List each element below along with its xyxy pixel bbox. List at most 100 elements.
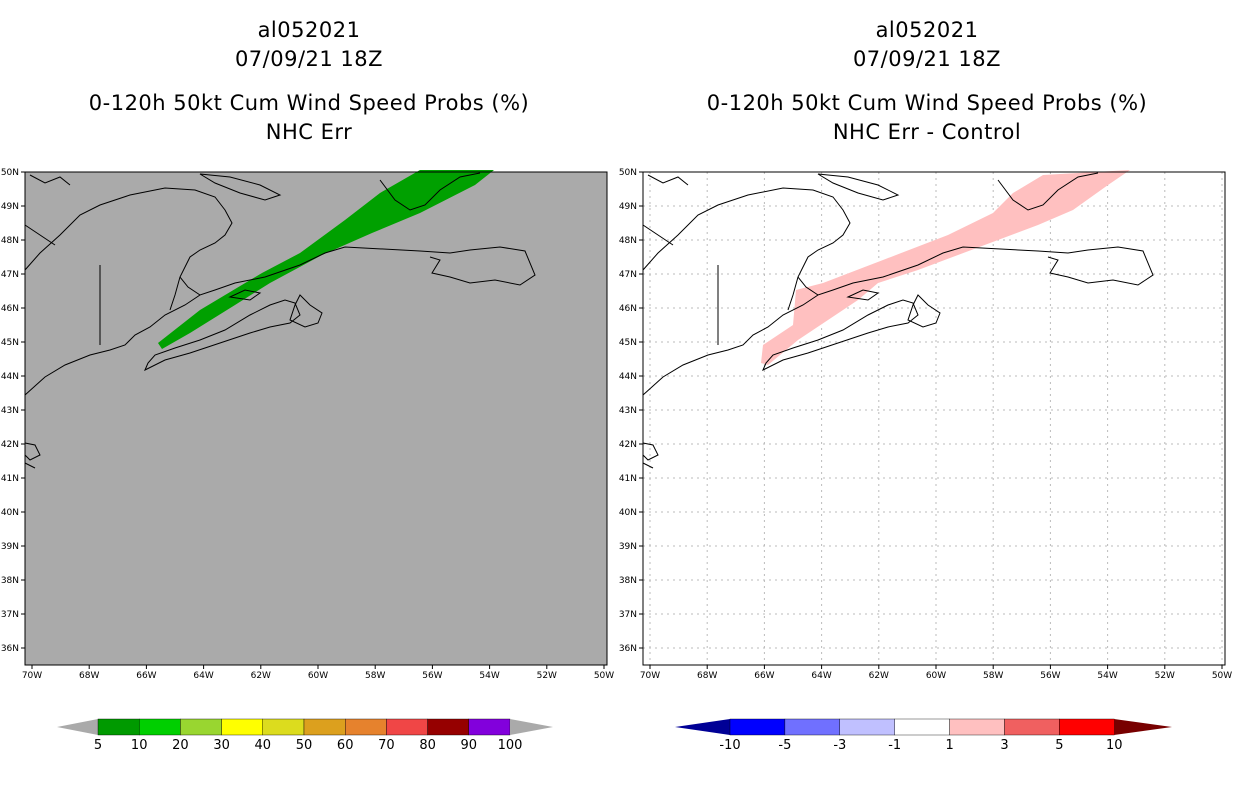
lon-label: 68W [697, 671, 717, 681]
lat-label: 43N [1, 406, 19, 416]
lat-label: 47N [1, 270, 19, 280]
lat-label: 41N [1, 474, 19, 484]
lat-label: 46N [619, 304, 637, 314]
lon-label: 52W [1155, 671, 1175, 681]
lon-label: 58W [365, 671, 385, 681]
left-coastlines [24, 172, 536, 469]
lat-label: 43N [619, 406, 637, 416]
left-lat-axis: 50N 49N 48N 47N 46N 45N 44N 43N 42N 41N 40N 39N 38N 3… [1, 168, 25, 654]
lat-label: 45N [1, 338, 19, 348]
left-probability-swath [158, 170, 494, 349]
lat-label: 50N [1, 168, 19, 178]
lon-label: 56W [422, 671, 442, 681]
left-colorbar-label: 40 [255, 738, 272, 753]
right-colorbar-swatch [949, 718, 1005, 736]
lat-label: 49N [1, 202, 19, 212]
lat-label: 48N [1, 236, 19, 246]
left-colorbar-label: 90 [461, 738, 478, 753]
lon-label: 60W [308, 671, 328, 681]
lat-label: 41N [619, 474, 637, 484]
right-map: 50N 49N 48N 47N 46N 45N 44N 43N 42N 41N 40N 39N 38N 3… [619, 168, 1232, 681]
lon-label: 66W [754, 671, 774, 681]
right-product-title: 0-120h 50kt Cum Wind Speed Probs (%) [706, 91, 1148, 115]
lat-label: 48N [619, 236, 637, 246]
lat-label: 40N [1, 508, 19, 518]
left-colorbar-label: 50 [296, 738, 313, 753]
left-colorbar-high-tip [510, 719, 553, 735]
right-colorbar-low-tip [675, 719, 730, 735]
lat-label: 42N [619, 440, 637, 450]
left-lon-axis: 70W 68W 66W 64W 62W 60W 58W 56W 54W 52W 50W [22, 665, 614, 681]
lon-label: 50W [1212, 671, 1232, 681]
right-storm-id: al052021 [875, 18, 979, 42]
left-colorbar-swatch [180, 718, 222, 736]
lon-label: 50W [594, 671, 614, 681]
right-subtitle: NHC Err - Control [832, 120, 1022, 144]
right-map-frame [642, 171, 1226, 666]
left-colorbar-low-tip [57, 719, 98, 735]
lat-label: 38N [619, 576, 637, 586]
right-colorbar-label: -3 [833, 738, 846, 753]
left-colorbar-label: 30 [213, 738, 230, 753]
lon-label: 68W [79, 671, 99, 681]
right-colorbar-swatch [894, 718, 950, 736]
lon-label: 70W [640, 671, 660, 681]
lat-label: 44N [1, 372, 19, 382]
lon-label: 52W [537, 671, 557, 681]
left-product-title: 0-120h 50kt Cum Wind Speed Probs (%) [88, 91, 530, 115]
left-storm-id: al052021 [257, 18, 361, 42]
left-colorbar-swatch [138, 718, 181, 736]
right-lat-axis: 50N 49N 48N 47N 46N 45N 44N 43N 42N 41N 40N 39N 38N 3… [619, 168, 643, 654]
lon-label: 64W [193, 671, 213, 681]
right-colorbar-label: 3 [1000, 738, 1008, 753]
lat-label: 40N [619, 508, 637, 518]
lon-label: 60W [926, 671, 946, 681]
right-colorbar-high-tip [1114, 719, 1172, 735]
right-colorbar-label: -1 [888, 738, 901, 753]
lat-label: 46N [1, 304, 19, 314]
lon-label: 70W [22, 671, 42, 681]
lon-label: 54W [1097, 671, 1117, 681]
lat-label: 37N [1, 610, 19, 620]
right-colorbar-swatch [1059, 718, 1115, 736]
lat-label: 37N [619, 610, 637, 620]
lon-label: 62W [251, 671, 271, 681]
lon-label: 56W [1040, 671, 1060, 681]
lon-label: 64W [811, 671, 831, 681]
left-map: 50N 49N 48N 47N 46N 45N 44N 43N 42N 41N 40N 39N 38N 3… [1, 168, 614, 681]
lat-label: 39N [1, 542, 19, 552]
right-datetime: 07/09/21 18Z [852, 47, 1002, 71]
right-colorbar-label: 5 [1055, 738, 1063, 753]
left-colorbar-swatch [221, 718, 264, 736]
lat-label: 39N [619, 542, 637, 552]
right-colorbar-swatch [729, 718, 786, 736]
left-colorbar-label: 20 [172, 738, 189, 753]
left-colorbar-swatch [386, 718, 428, 736]
right-colorbar-label: -5 [778, 738, 791, 753]
right-colorbar-swatch [784, 718, 841, 736]
right-colorbar-label: -10 [719, 738, 740, 753]
right-colorbar-swatch [1004, 718, 1060, 736]
right-title-block: al052021 07/09/21 18Z 0-120h 50kt Cum Wi… [647, 16, 1207, 147]
left-colorbar-swatch [468, 718, 511, 736]
left-title-block: al052021 07/09/21 18Z 0-120h 50kt Cum Wi… [29, 16, 589, 147]
lon-label: 54W [479, 671, 499, 681]
left-subtitle: NHC Err [265, 120, 353, 144]
left-map-frame [24, 171, 608, 666]
right-colorbar-label: 10 [1106, 738, 1123, 753]
left-colorbar-label: 5 [94, 738, 102, 753]
left-colorbar-label: 60 [337, 738, 354, 753]
left-colorbar-label: 70 [378, 738, 395, 753]
lat-label: 36N [1, 644, 19, 654]
lon-label: 58W [983, 671, 1003, 681]
lat-label: 44N [619, 372, 637, 382]
lon-label: 62W [869, 671, 889, 681]
lat-label: 50N [619, 168, 637, 178]
lat-label: 42N [1, 440, 19, 450]
left-colorbar-label: 100 [498, 738, 523, 753]
left-colorbar-swatch [262, 718, 305, 736]
lat-label: 49N [619, 202, 637, 212]
right-probability-swath [761, 170, 1130, 365]
left-colorbar-label: 80 [419, 738, 436, 753]
right-colorbar-swatch [839, 718, 895, 736]
